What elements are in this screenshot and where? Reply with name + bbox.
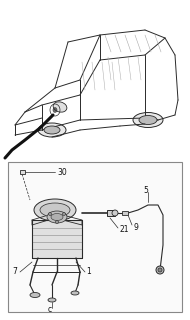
Circle shape <box>55 220 59 223</box>
Ellipse shape <box>48 298 56 302</box>
Circle shape <box>112 210 118 216</box>
Bar <box>107 210 115 216</box>
Ellipse shape <box>53 102 67 112</box>
Ellipse shape <box>30 292 40 298</box>
Text: 9: 9 <box>133 223 138 233</box>
Ellipse shape <box>40 203 70 217</box>
Ellipse shape <box>51 213 63 220</box>
Text: 1: 1 <box>86 268 91 276</box>
Bar <box>20 170 25 174</box>
Ellipse shape <box>44 126 60 134</box>
Circle shape <box>158 268 162 272</box>
Text: 5: 5 <box>143 186 148 195</box>
Circle shape <box>48 212 51 215</box>
Text: 30: 30 <box>57 167 67 177</box>
Ellipse shape <box>133 113 163 127</box>
Bar <box>32 220 82 258</box>
Bar <box>8 162 182 312</box>
Ellipse shape <box>38 123 66 137</box>
Text: 7: 7 <box>12 268 17 276</box>
Text: 21: 21 <box>119 226 128 235</box>
Bar <box>122 211 128 215</box>
Ellipse shape <box>34 199 76 221</box>
Circle shape <box>63 212 66 215</box>
Text: c: c <box>48 306 52 315</box>
Ellipse shape <box>139 116 157 124</box>
Ellipse shape <box>47 211 67 223</box>
Ellipse shape <box>71 291 79 295</box>
Circle shape <box>156 266 164 274</box>
